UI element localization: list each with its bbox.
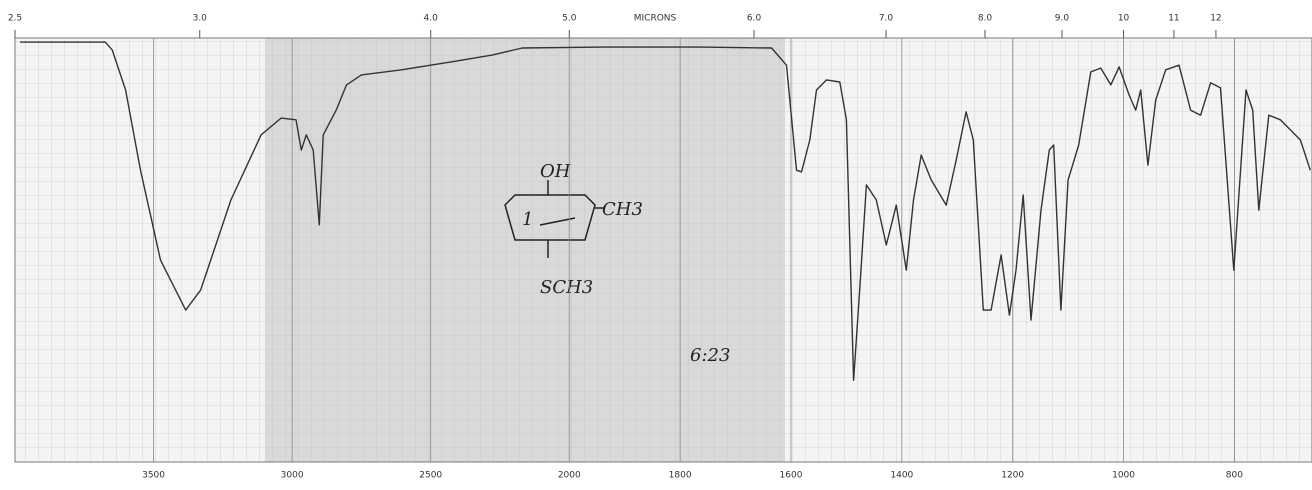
chart: MICRONS OH CH3 SCH3 1 6:23 3500 3000 2500 2…	[0, 0, 1312, 490]
annotation-sch3: SCH3	[540, 277, 593, 298]
x-tick-label: 1600	[780, 471, 803, 481]
minor-grid	[15, 38, 1312, 462]
x2-tick-label: 5.0	[562, 14, 577, 24]
x-tick-label: 1000	[1112, 471, 1135, 481]
page: {"chart_data": {"type": "line", "x2label…	[0, 0, 1312, 490]
x2-tick-label: 11	[1168, 14, 1179, 24]
x-tick-label: 2500	[419, 471, 442, 481]
annotation-ch3: CH3	[602, 199, 643, 220]
x2-tick-label: 12	[1210, 14, 1221, 24]
x2-tick-label: 6.0	[747, 14, 762, 24]
x-tick-label: 1200	[1001, 471, 1024, 481]
x2-tick-label: 8.0	[978, 14, 993, 24]
x-tick-label: 1800	[669, 471, 692, 481]
x-tick-label: 3500	[142, 471, 165, 481]
annotation-time: 6:23	[690, 345, 730, 366]
x2-tick-label: 9.0	[1055, 14, 1070, 24]
x2-tick-label: 4.0	[424, 14, 439, 24]
annotation-oh: OH	[540, 161, 571, 182]
x2-tick-label: 10	[1118, 14, 1130, 24]
x-tick-label: 800	[1226, 471, 1243, 481]
x2-tick-label: 7.0	[879, 14, 894, 24]
x-tick-label: 2000	[558, 471, 581, 481]
x-tick-label: 1400	[890, 471, 913, 481]
annotation-ring: 1	[522, 209, 533, 230]
x2-axis-label: MICRONS	[634, 14, 677, 24]
x2-tick-label: 2.5	[8, 14, 22, 24]
x-tick-label: 3000	[281, 471, 304, 481]
x2-tick-label: 3.0	[193, 14, 208, 24]
